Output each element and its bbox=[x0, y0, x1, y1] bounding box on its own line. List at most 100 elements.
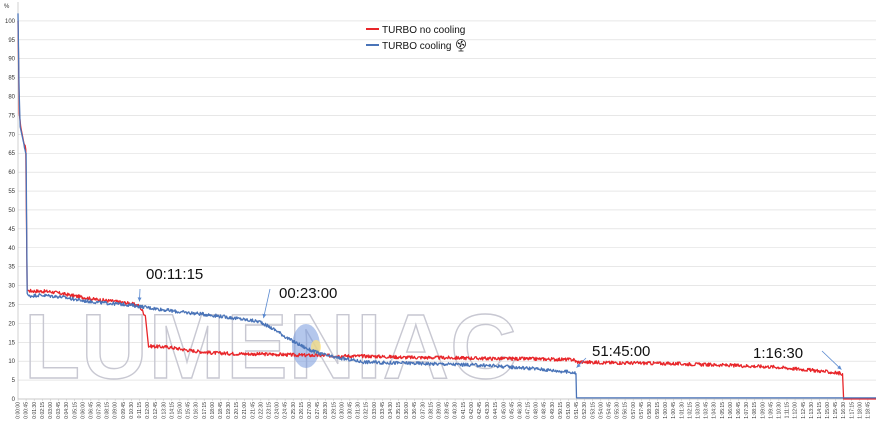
y-tick-label: 80 bbox=[8, 95, 15, 101]
x-tick-label: 0:48:45 bbox=[542, 402, 548, 419]
x-tick-label: 0:12:45 bbox=[153, 402, 159, 419]
legend: TURBO no cooling TURBO cooling bbox=[366, 25, 466, 52]
x-tick-label: 0:48:00 bbox=[534, 402, 540, 419]
x-tick-label: 0:55:30 bbox=[615, 402, 621, 419]
annotation-label: 00:11:15 bbox=[146, 266, 203, 283]
x-tick-label: 0:44:15 bbox=[493, 402, 499, 419]
x-tick-label: 1:12:45 bbox=[801, 402, 807, 419]
x-tick-label: 0:12:00 bbox=[145, 402, 151, 419]
x-tick-label: 0:11:15 bbox=[137, 402, 143, 419]
x-tick-label: 0:15:45 bbox=[186, 402, 192, 419]
x-tick-label: 0:18:45 bbox=[218, 402, 224, 419]
x-tick-label: 0:40:30 bbox=[453, 402, 459, 419]
x-tick-label: 1:00:45 bbox=[671, 402, 677, 419]
y-tick-label: 50 bbox=[8, 208, 15, 214]
x-tick-label: 0:27:00 bbox=[307, 402, 313, 419]
x-tick-label: 0:31:30 bbox=[356, 402, 362, 419]
x-tick-label: 0:58:30 bbox=[647, 402, 653, 419]
x-tick-label: 0:30:45 bbox=[347, 402, 353, 419]
x-tick-label: 0:35:15 bbox=[396, 402, 402, 419]
x-tick-label: 0:59:15 bbox=[655, 402, 661, 419]
x-tick-label: 0:25:30 bbox=[291, 402, 297, 419]
x-tick-label: 0:18:00 bbox=[210, 402, 216, 419]
annotation-arrowhead bbox=[576, 363, 581, 368]
legend-label-no-cooling: TURBO no cooling bbox=[382, 25, 465, 36]
x-tick-label: 0:39:45 bbox=[445, 402, 451, 419]
x-tick-label: 0:21:45 bbox=[250, 402, 256, 419]
x-tick-label: 0:17:15 bbox=[202, 402, 208, 419]
y-tick-label: 100 bbox=[5, 19, 16, 25]
y-tick-label: 95 bbox=[8, 38, 15, 44]
y-tick-label: 0 bbox=[12, 397, 16, 403]
x-tick-label: 0:42:00 bbox=[469, 402, 475, 419]
annotation-0: 00:11:15 bbox=[137, 266, 203, 302]
annotation-arrowhead bbox=[837, 365, 842, 370]
x-tick-label: 0:13:30 bbox=[161, 402, 167, 419]
x-tick-label: 0:06:45 bbox=[88, 402, 94, 419]
x-tick-label: 0:43:30 bbox=[485, 402, 491, 419]
y-tick-label: 10 bbox=[8, 359, 15, 365]
x-tick-label: 0:14:15 bbox=[169, 402, 175, 419]
y-tick-label: 55 bbox=[8, 189, 15, 195]
annotation-arrowhead bbox=[262, 313, 267, 319]
annotation-label: 00:23:00 bbox=[279, 285, 337, 302]
x-tick-label: 0:50:15 bbox=[558, 402, 564, 419]
x-tick-label: 1:09:00 bbox=[760, 402, 766, 419]
y-tick-label: 65 bbox=[8, 151, 15, 157]
x-tick-label: 0:30:00 bbox=[339, 402, 345, 419]
x-tick-label: 0:49:30 bbox=[550, 402, 556, 419]
y-tick-label: 90 bbox=[8, 57, 15, 63]
x-tick-label: 1:08:15 bbox=[752, 402, 758, 419]
x-tick-label: 0:51:45 bbox=[574, 402, 580, 419]
x-tick-label: 0:34:30 bbox=[388, 402, 394, 419]
x-tick-label: 1:14:15 bbox=[817, 402, 823, 419]
x-tick-label: 0:16:30 bbox=[194, 402, 200, 419]
x-tick-label: 0:41:15 bbox=[461, 402, 467, 419]
x-tick-label: 0:57:00 bbox=[631, 402, 637, 419]
x-tick-label: 0:10:30 bbox=[129, 402, 135, 419]
x-tick-label: 1:05:15 bbox=[720, 402, 726, 419]
x-tick-label: 0:28:30 bbox=[323, 402, 329, 419]
x-tick-label: 0:21:00 bbox=[242, 402, 248, 419]
x-tick-label: 1:10:30 bbox=[776, 402, 782, 419]
x-tick-label: 1:15:00 bbox=[825, 402, 831, 419]
x-tick-label: 0:54:45 bbox=[606, 402, 612, 419]
x-tick-label: 0:33:00 bbox=[372, 402, 378, 419]
watermark-glow bbox=[292, 324, 320, 368]
x-tick-label: 0:57:45 bbox=[639, 402, 645, 419]
y-axis-label: % bbox=[4, 4, 10, 10]
x-tick-label: 0:56:15 bbox=[623, 402, 629, 419]
x-tick-label: 0:27:45 bbox=[315, 402, 321, 419]
y-tick-label: 20 bbox=[8, 321, 15, 327]
y-axis: 0 5 10 15 20 25 30 35 40 45 50 55 60 65 70 75 80 85 90 95 10… bbox=[5, 2, 19, 403]
y-tick-label: 15 bbox=[8, 340, 15, 346]
x-tick-label: 0:15:00 bbox=[177, 402, 183, 419]
annotations-group: 00:11:15 00:23:00 51:45:00 1:16:30 bbox=[137, 266, 842, 370]
x-tick-label: 0:24:00 bbox=[275, 402, 281, 419]
x-tick-label: 1:02:15 bbox=[687, 402, 693, 419]
fan-icon bbox=[456, 39, 466, 52]
x-tick-label: 1:11:15 bbox=[785, 402, 791, 419]
x-tick-label: 0:04:30 bbox=[64, 402, 70, 419]
y-tick-label: 60 bbox=[8, 170, 15, 176]
x-tick-label: 1:13:30 bbox=[809, 402, 815, 419]
legend-label-cooling: TURBO cooling bbox=[382, 41, 451, 52]
y-tick-label: 45 bbox=[8, 227, 15, 233]
x-tick-label: 0:05:15 bbox=[72, 402, 78, 419]
x-tick-label: 0:53:15 bbox=[590, 402, 596, 419]
x-tick-label: 1:18:00 bbox=[857, 402, 863, 419]
x-tick-label: 0:51:00 bbox=[566, 402, 572, 419]
annotation-label: 1:16:30 bbox=[753, 345, 803, 362]
x-tick-label: 0:42:45 bbox=[477, 402, 483, 419]
annotation-3: 1:16:30 bbox=[753, 345, 842, 370]
x-tick-label: 0:39:00 bbox=[437, 402, 443, 419]
y-tick-label: 40 bbox=[8, 246, 15, 252]
y-tick-label: 75 bbox=[8, 113, 15, 119]
series-line-0 bbox=[17, 20, 877, 400]
x-tick-label: 0:01:30 bbox=[32, 402, 38, 419]
annotation-label: 51:45:00 bbox=[592, 343, 650, 360]
x-tick-label: 1:18:45 bbox=[866, 402, 872, 419]
annotation-arrowhead bbox=[137, 297, 142, 302]
y-tick-label: 35 bbox=[8, 265, 15, 271]
